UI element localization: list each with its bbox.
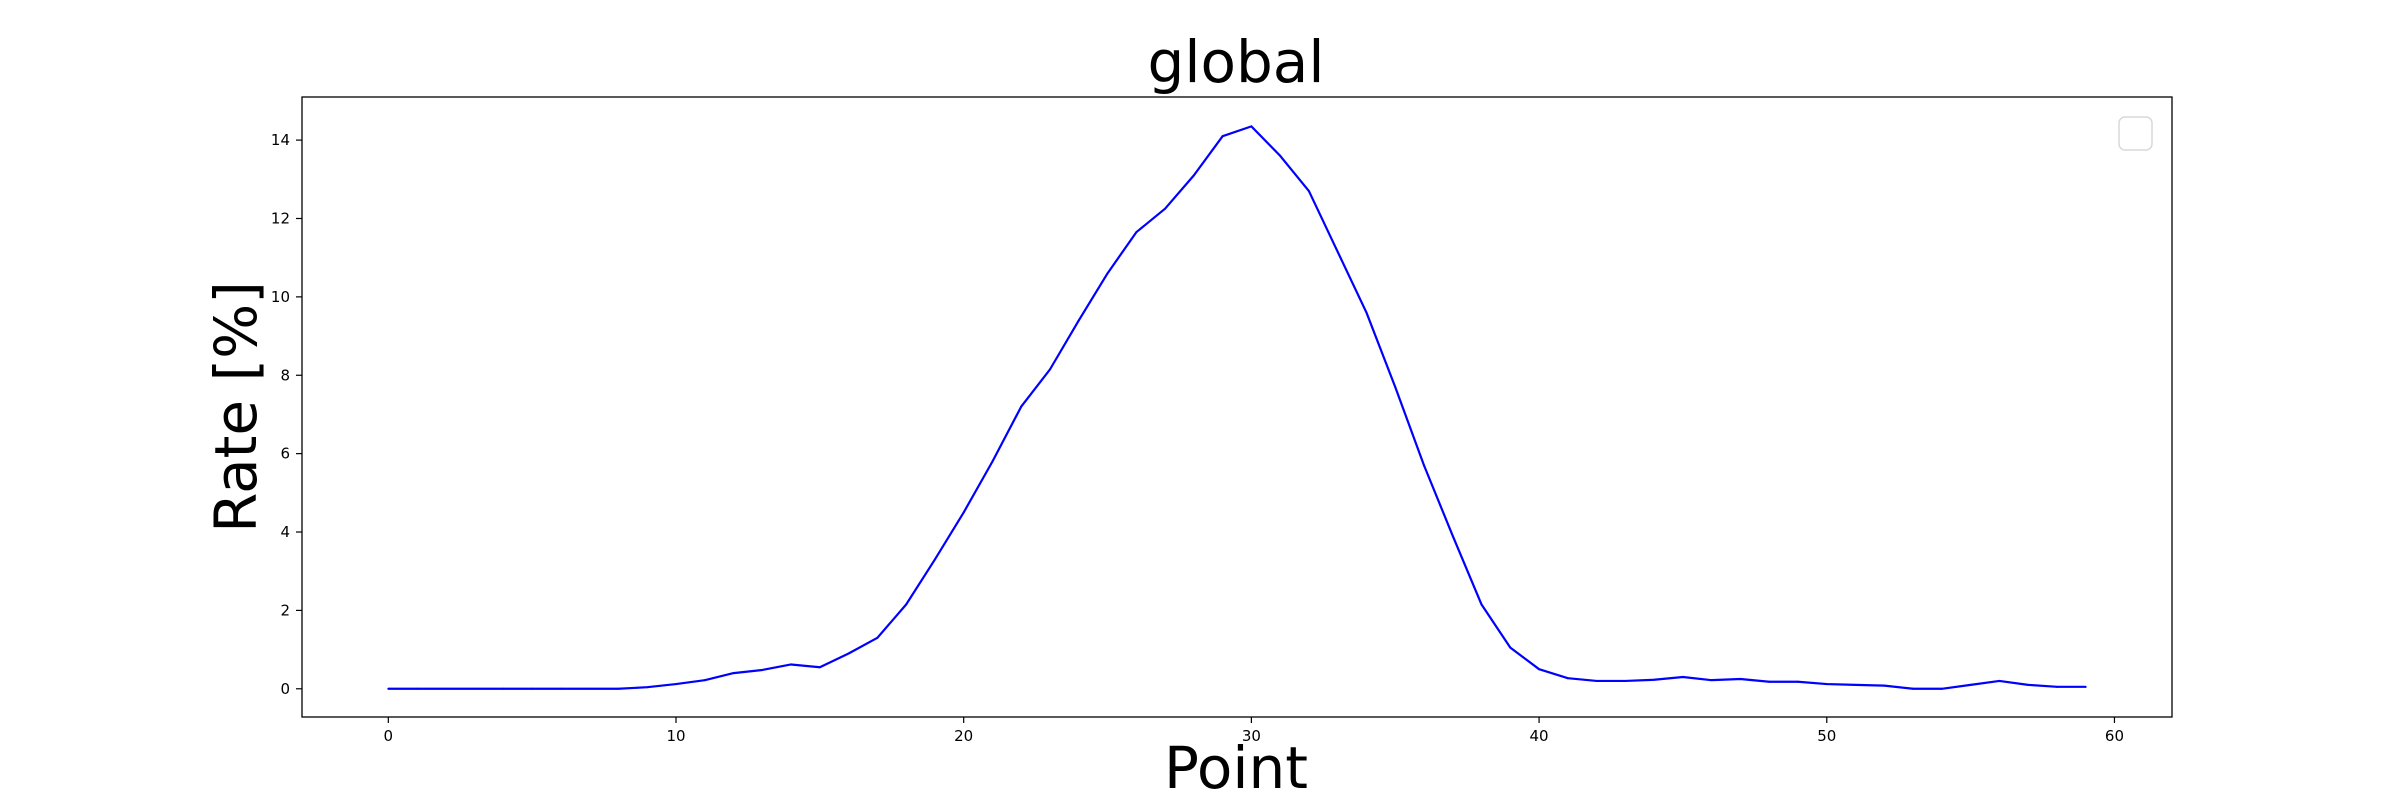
data-point bbox=[732, 672, 735, 675]
data-point bbox=[473, 687, 476, 690]
data-point bbox=[1279, 154, 1282, 157]
y-tick-label: 12 bbox=[271, 209, 290, 227]
data-point bbox=[1049, 368, 1051, 371]
data-point bbox=[387, 687, 390, 690]
data-point bbox=[444, 687, 447, 690]
data-point bbox=[2027, 683, 2030, 686]
plot-area: 0 10 20 30 40 50 60 0 2 4 6 8 10 12 14 bbox=[271, 96, 2173, 745]
data-point bbox=[1969, 683, 1972, 686]
data-point bbox=[1365, 311, 1368, 314]
x-tick-label: 0 bbox=[384, 727, 394, 745]
x-axis-label: Point bbox=[1164, 734, 1308, 800]
y-tick-label: 0 bbox=[280, 680, 290, 698]
data-point bbox=[1394, 386, 1397, 389]
series-line bbox=[388, 125, 2086, 690]
data-point bbox=[1653, 678, 1656, 681]
data-point bbox=[1739, 677, 1742, 680]
data-point bbox=[1710, 679, 1713, 682]
data-point bbox=[876, 636, 879, 639]
y-tick-label: 8 bbox=[280, 366, 290, 384]
x-tick-label: 10 bbox=[666, 727, 685, 745]
data-point bbox=[1768, 680, 1771, 683]
x-tick-label: 20 bbox=[954, 727, 973, 745]
data-point bbox=[818, 666, 821, 669]
data-point bbox=[675, 683, 677, 686]
data-point bbox=[1912, 687, 1915, 690]
data-point bbox=[1854, 683, 1857, 686]
data-point bbox=[1883, 684, 1886, 687]
data-point bbox=[646, 686, 649, 689]
data-point bbox=[1020, 405, 1023, 408]
y-tick-label: 2 bbox=[280, 601, 290, 619]
data-point bbox=[502, 687, 505, 690]
data-point bbox=[905, 603, 908, 606]
data-point bbox=[991, 460, 994, 463]
y-tick-label: 4 bbox=[280, 523, 290, 541]
data-point bbox=[1538, 668, 1541, 671]
data-point bbox=[1106, 272, 1109, 275]
data-point bbox=[761, 668, 764, 671]
data-point bbox=[1595, 679, 1598, 682]
y-tick-label: 10 bbox=[271, 288, 290, 306]
data-point bbox=[617, 687, 620, 690]
data-point bbox=[2084, 685, 2087, 688]
data-point bbox=[1423, 464, 1425, 467]
y-axis-label: Rate [%] bbox=[202, 281, 270, 533]
data-point bbox=[2055, 685, 2058, 688]
y-axis: 0 2 4 6 8 10 12 14 bbox=[271, 131, 302, 698]
y-tick-label: 14 bbox=[271, 131, 290, 149]
data-point bbox=[1681, 676, 1684, 679]
data-points bbox=[387, 125, 2087, 690]
data-point bbox=[1250, 125, 1253, 128]
data-point bbox=[1825, 683, 1828, 686]
data-point bbox=[790, 663, 793, 666]
data-point bbox=[1077, 319, 1080, 322]
x-axis: 0 10 20 30 40 50 60 bbox=[384, 717, 2124, 745]
data-point bbox=[1192, 174, 1195, 177]
data-point bbox=[962, 511, 965, 514]
data-point bbox=[1336, 250, 1339, 253]
data-point bbox=[531, 687, 534, 690]
x-tick-label: 60 bbox=[2105, 727, 2124, 745]
data-point bbox=[1135, 231, 1138, 234]
data-point bbox=[933, 558, 936, 561]
data-point bbox=[1509, 646, 1512, 649]
data-point bbox=[1221, 135, 1224, 138]
x-tick-label: 40 bbox=[1530, 727, 1549, 745]
y-tick-label: 6 bbox=[280, 445, 290, 463]
data-point bbox=[1940, 687, 1943, 690]
axes-frame bbox=[301, 96, 2173, 718]
data-point bbox=[1998, 679, 2001, 682]
data-point bbox=[1624, 679, 1627, 682]
chart-title: global bbox=[1148, 28, 1325, 96]
data-point bbox=[703, 679, 706, 682]
x-tick-label: 30 bbox=[1242, 727, 1261, 745]
data-point bbox=[1307, 190, 1310, 193]
data-point bbox=[1451, 534, 1454, 537]
data-point bbox=[559, 687, 562, 690]
legend-box bbox=[2118, 116, 2153, 151]
data-point bbox=[1480, 603, 1483, 606]
data-point bbox=[847, 652, 850, 655]
data-point bbox=[416, 687, 419, 690]
data-point bbox=[588, 687, 591, 690]
data-point bbox=[1566, 677, 1569, 680]
data-point bbox=[1164, 207, 1167, 210]
data-point bbox=[1797, 680, 1799, 683]
x-tick-label: 50 bbox=[1817, 727, 1836, 745]
